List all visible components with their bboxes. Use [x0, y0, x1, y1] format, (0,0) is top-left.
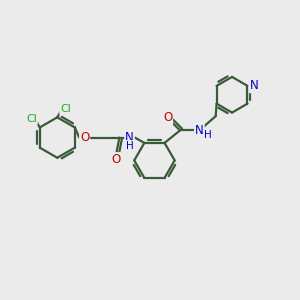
Text: O: O	[112, 153, 121, 166]
Text: N: N	[125, 131, 134, 144]
Text: H: H	[126, 141, 134, 151]
Text: H: H	[204, 130, 212, 140]
Text: O: O	[80, 131, 89, 144]
Text: N: N	[195, 124, 204, 137]
Text: N: N	[250, 79, 258, 92]
Text: Cl: Cl	[26, 114, 37, 124]
Text: O: O	[163, 111, 172, 124]
Text: Cl: Cl	[60, 104, 71, 114]
